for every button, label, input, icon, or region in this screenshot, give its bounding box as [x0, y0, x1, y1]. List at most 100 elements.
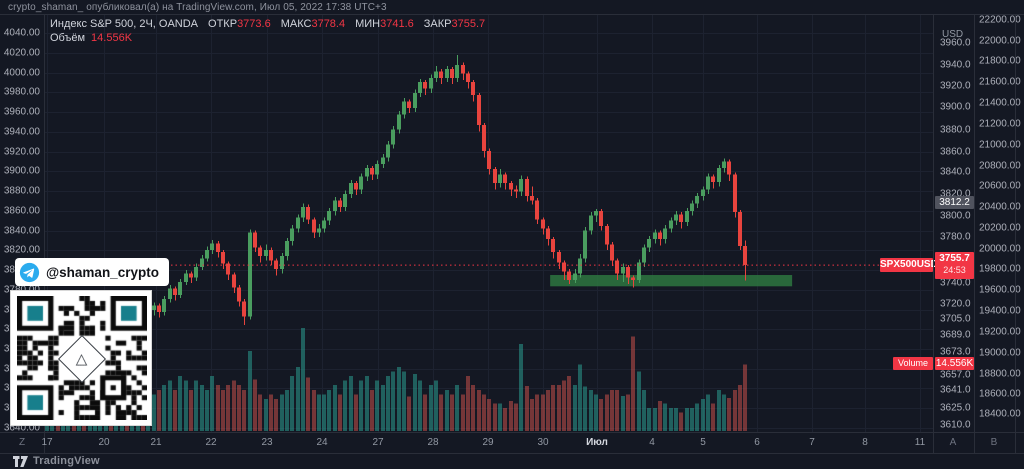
time-axis-border: [0, 432, 1024, 433]
time-axis-tick: 21: [150, 437, 162, 448]
secondary-axis-tick: 21400.00: [979, 97, 1021, 109]
secondary-axis-tick: 21000.00: [979, 139, 1021, 151]
secondary-axis-tick: 21800.00: [979, 55, 1021, 67]
inner-scale-letter: A: [949, 437, 957, 448]
secondary-axis-tick: 22200.00: [979, 14, 1021, 26]
usd-axis-tick: 3940.0: [940, 59, 971, 71]
usd-axis-tick: 3860.0: [940, 146, 971, 158]
secondary-axis-tick: 19400.00: [979, 305, 1021, 317]
branding-bar: TradingView: [0, 453, 1024, 469]
usd-axis-tick: 3820.0: [940, 188, 971, 200]
usd-axis-tick: 3960.0: [940, 37, 971, 49]
inner-axis-border: [933, 15, 934, 453]
left-axis-tick: 3840.00: [3, 225, 40, 237]
usd-axis-tick: 3641.0: [940, 384, 971, 396]
secondary-axis-tick: 19800.00: [979, 263, 1021, 275]
high-value: 3778.4: [311, 18, 346, 30]
secondary-axis-tick: 20800.00: [979, 160, 1021, 172]
secondary-axis-tick: 19200.00: [979, 326, 1021, 338]
usd-axis-tick: 3900.0: [940, 101, 971, 113]
usd-axis-tick: 3880.0: [940, 124, 971, 136]
gray-price-tag: 3812.2: [935, 196, 974, 209]
telegram-badge[interactable]: @shaman_crypto: [15, 258, 169, 286]
time-axis-tick: Июл: [586, 437, 608, 448]
publish-info-text: crypto_shaman_ опубликовал(а) на Trading…: [8, 2, 387, 13]
time-axis[interactable]: Z A B 17 20 21 22 23 24 27 28 29 30 Июл 4 5 6 7 8 11: [0, 433, 1024, 453]
candles: [45, 55, 747, 388]
last-price-tag: 3755.7 24:53: [935, 252, 974, 279]
usd-axis-tick: 3800.0: [940, 210, 971, 222]
secondary-axis-tick: 19600.00: [979, 284, 1021, 296]
open-label: ОТКР: [208, 18, 238, 30]
right-price-axis-usd[interactable]: USD 3960.0 3940.0 3920.0 3900.0 3880.0 3860.0…: [934, 15, 974, 432]
volume-value: 14.556K: [91, 32, 133, 44]
time-axis-tick: 22: [205, 437, 217, 448]
tradingview-logo-text: TradingView: [33, 455, 100, 467]
last-price-value: 3755.7: [939, 253, 970, 264]
right-edge-border: [1015, 15, 1016, 453]
time-axis-tick: 7: [809, 437, 815, 448]
time-axis-tick: 4: [649, 437, 655, 448]
chart-plot-area[interactable]: Индекс S&P 500, 2Ч, OANDA ОТКР3773.6 МАКС3…: [45, 15, 933, 432]
open-value: 3773.6: [237, 18, 271, 30]
volume-label[interactable]: Объём: [50, 32, 86, 44]
tradingview-logo[interactable]: TradingView: [13, 455, 100, 467]
time-axis-tick: 20: [98, 437, 110, 448]
publish-info-bar: crypto_shaman_ опубликовал(а) на Trading…: [0, 0, 1024, 15]
telegram-icon: [19, 262, 40, 282]
secondary-axis-tick: 20600.00: [979, 180, 1021, 192]
tradingview-logo-icon: [13, 455, 28, 467]
time-axis-tick: 29: [482, 437, 494, 448]
telegram-handle: @shaman_crypto: [46, 264, 159, 280]
left-axis-tick: 3940.00: [3, 126, 40, 138]
time-axis-tick: 11: [914, 437, 926, 448]
top-border: [0, 14, 1024, 15]
support-zone-rectangle: [550, 275, 793, 287]
close-value: 3755.7: [451, 18, 486, 30]
left-axis-tick: 3960.00: [3, 106, 40, 118]
qr-code: △: [10, 290, 152, 426]
usd-axis-tick: 3705.0: [940, 313, 971, 325]
secondary-axis-tick: 19000.00: [979, 347, 1021, 359]
secondary-axis-tick: 18400.00: [979, 408, 1021, 420]
time-axis-tick: 8: [862, 437, 868, 448]
outer-scale-letter: B: [990, 437, 998, 448]
left-axis-border: [44, 15, 45, 453]
low-label: МИН: [355, 18, 381, 30]
bar-countdown: 24:53: [943, 265, 966, 275]
time-axis-tick: 28: [427, 437, 439, 448]
secondary-axis-tick: 18600.00: [979, 388, 1021, 400]
left-axis-tick: 3920.00: [3, 146, 40, 158]
left-axis-tick: 4000.00: [3, 67, 40, 79]
left-axis-tick: 4020.00: [3, 47, 40, 59]
time-axis-tick: 5: [700, 437, 706, 448]
high-label: МАКС: [280, 18, 312, 30]
left-axis-tick: 3880.00: [3, 185, 40, 197]
currency-label: USD: [942, 29, 964, 40]
secondary-axis-tick: 20000.00: [979, 243, 1021, 255]
low-value: 3741.6: [380, 18, 414, 30]
left-axis-tick: 3860.00: [3, 205, 40, 217]
time-axis-tick: 6: [754, 437, 760, 448]
volume-tag-value: 14.556K: [935, 357, 974, 370]
right-price-axis-secondary[interactable]: 22200.00 22000.00 21800.00 21600.00 21400.00…: [975, 15, 1021, 432]
volume-header: Объём 14.556K: [50, 32, 132, 44]
left-scale-letter: Z: [18, 437, 26, 448]
time-axis-tick: 24: [316, 437, 328, 448]
secondary-axis-tick: 22000.00: [979, 35, 1021, 47]
secondary-axis-tick: 20200.00: [979, 222, 1021, 234]
volume-tag-name: Volume: [893, 357, 933, 370]
usd-axis-tick: 3840.0: [940, 166, 971, 178]
left-axis-tick: 4040.00: [3, 27, 40, 39]
usd-axis-tick: 3920.0: [940, 80, 971, 92]
secondary-axis-tick: 21600.00: [979, 76, 1021, 88]
usd-axis-tick: 3780.0: [940, 231, 971, 243]
close-label: ЗАКР: [423, 18, 452, 30]
symbol-title[interactable]: Индекс S&P 500, 2Ч, OANDA: [50, 18, 199, 30]
symbol-price-tag-name: SPX500USD: [880, 258, 938, 272]
usd-axis-tick: 3689.0: [940, 329, 971, 341]
usd-axis-tick: 3740.0: [940, 277, 971, 289]
left-axis-tick: 3640.00: [3, 422, 40, 434]
usd-axis-tick: 3720.0: [940, 298, 971, 310]
